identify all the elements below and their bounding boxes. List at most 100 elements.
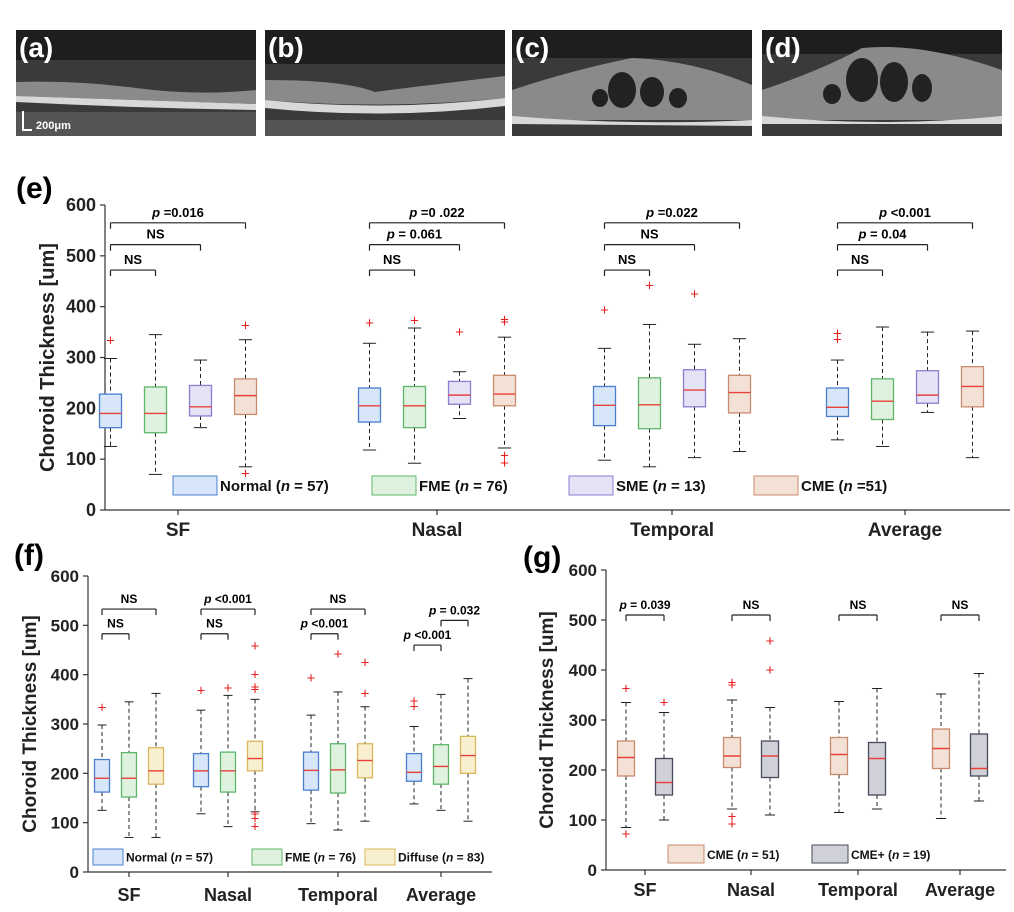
panel-label-c: (c) — [515, 32, 550, 63]
legend-swatch — [753, 475, 799, 496]
y-tick-label: 200 — [569, 761, 597, 780]
sig-label: NS — [743, 598, 760, 612]
box-normal — [93, 758, 111, 793]
chart-g: (g) 0 100 200 300 400 500 600 Choroid Thickness … — [523, 541, 1006, 900]
box-fme — [637, 377, 662, 430]
x-tick-label: Nasal — [204, 885, 252, 905]
scale-label: 200μm — [36, 120, 71, 132]
oct-image-a: (a) 200μm — [16, 30, 256, 136]
box-cme — [233, 378, 258, 416]
legend-label: FME (n = 76) — [419, 478, 508, 495]
outlier-marker: + — [660, 695, 669, 712]
outlier-marker: + — [833, 326, 842, 343]
sig-label: p =0.022 — [645, 205, 698, 220]
x-tick-label: Average — [406, 885, 476, 905]
y-tick-label: 400 — [66, 297, 96, 317]
sig-label: p = 0.032 — [428, 603, 480, 617]
box-normal — [825, 387, 850, 418]
outlier-marker: + — [410, 693, 419, 710]
y-axis-label: Choroid Thickness [um] — [20, 615, 41, 832]
outlier-marker: + — [251, 819, 260, 836]
outlier-marker: + — [622, 681, 631, 698]
oct-scan-d — [762, 30, 1002, 136]
sig-label: p = 0.039 — [618, 598, 670, 612]
outlier-marker: + — [728, 809, 737, 826]
outlier-marker: + — [622, 826, 631, 843]
y-tick-label: 400 — [569, 661, 597, 680]
sig-label: NS — [640, 227, 658, 242]
box-sme — [447, 380, 472, 405]
box-fme — [219, 751, 237, 793]
x-tick-label: SF — [117, 885, 140, 905]
panel-label-a: (a) — [19, 32, 54, 63]
sig-label: NS — [107, 617, 124, 631]
oct-image-c: (c) — [512, 30, 752, 136]
y-tick-label: 100 — [569, 811, 597, 830]
outlier-marker: + — [410, 312, 419, 329]
oct-image-b: (b) — [265, 30, 505, 136]
outlier-marker: + — [361, 654, 370, 671]
sig-label: NS — [206, 617, 223, 631]
x-tick-label: SF — [633, 880, 656, 900]
outlier-marker: + — [224, 680, 233, 697]
outlier-marker: + — [410, 699, 419, 716]
y-tick-label: 600 — [569, 561, 597, 580]
y-tick-label: 600 — [66, 195, 96, 215]
outlier-marker: + — [98, 700, 107, 717]
chart-e: (e) 0 100 200 300 400 500 600 Choroid Thickness … — [16, 172, 1010, 541]
box-fme — [329, 743, 347, 794]
sig-label: NS — [383, 252, 401, 267]
box-diffuse — [246, 740, 264, 772]
legend-label: CME+ (n = 19) — [851, 848, 930, 862]
legend-label: Normal (n = 57) — [126, 850, 213, 864]
outlier-marker: + — [241, 317, 250, 334]
box-cme — [727, 374, 752, 414]
box-fme — [870, 378, 895, 421]
x-tick-label: Nasal — [727, 880, 775, 900]
box-diffuse — [459, 735, 477, 774]
y-tick-label: 500 — [51, 616, 79, 635]
x-tick-label: Temporal — [630, 520, 714, 541]
outlier-marker: + — [455, 324, 464, 341]
sig-label: NS — [146, 227, 164, 242]
y-tick-label: 500 — [66, 246, 96, 266]
sig-label: p =0.016 — [151, 205, 204, 220]
y-tick-label: 200 — [66, 398, 96, 418]
y-tick-label: 100 — [66, 449, 96, 469]
legend-swatch — [811, 844, 849, 864]
outlier-marker: + — [833, 332, 842, 349]
x-tick-label: SF — [166, 520, 190, 541]
y-axis-label: Choroid Thickness [um] — [37, 243, 59, 472]
oct-scan-b — [265, 30, 505, 136]
panel-label-d: (d) — [765, 32, 801, 63]
y-tick-label: 100 — [51, 814, 79, 833]
panel-label: (e) — [16, 172, 53, 205]
box-fme — [120, 751, 138, 798]
box-normal — [192, 752, 210, 788]
outlier-marker: + — [766, 662, 775, 679]
panel-label: (f) — [14, 539, 44, 572]
outlier-marker: + — [251, 667, 260, 684]
legend-swatch — [364, 848, 396, 866]
sig-label: NS — [952, 598, 969, 612]
sig-label: p = 0.061 — [386, 227, 442, 242]
box-cmeplus — [969, 733, 989, 777]
sig-label: NS — [850, 598, 867, 612]
legend-swatch — [667, 844, 705, 864]
y-axis-label: Choroid Thickness [um] — [537, 611, 558, 828]
box-fme — [143, 386, 168, 434]
outlier-marker: + — [251, 811, 260, 828]
outlier-marker: + — [361, 685, 370, 702]
outlier-marker: + — [600, 302, 609, 319]
x-tick-label: Nasal — [412, 520, 463, 541]
outlier-marker: + — [766, 633, 775, 650]
outlier-marker: + — [251, 638, 260, 655]
outlier-marker: + — [690, 286, 699, 303]
box-sme — [188, 384, 213, 417]
outlier-marker: + — [645, 277, 654, 294]
outlier-marker: + — [241, 465, 250, 482]
y-tick-label: 0 — [588, 861, 597, 880]
outlier-marker: + — [106, 333, 115, 350]
panel-label: (g) — [523, 541, 561, 574]
y-tick-label: 300 — [51, 715, 79, 734]
